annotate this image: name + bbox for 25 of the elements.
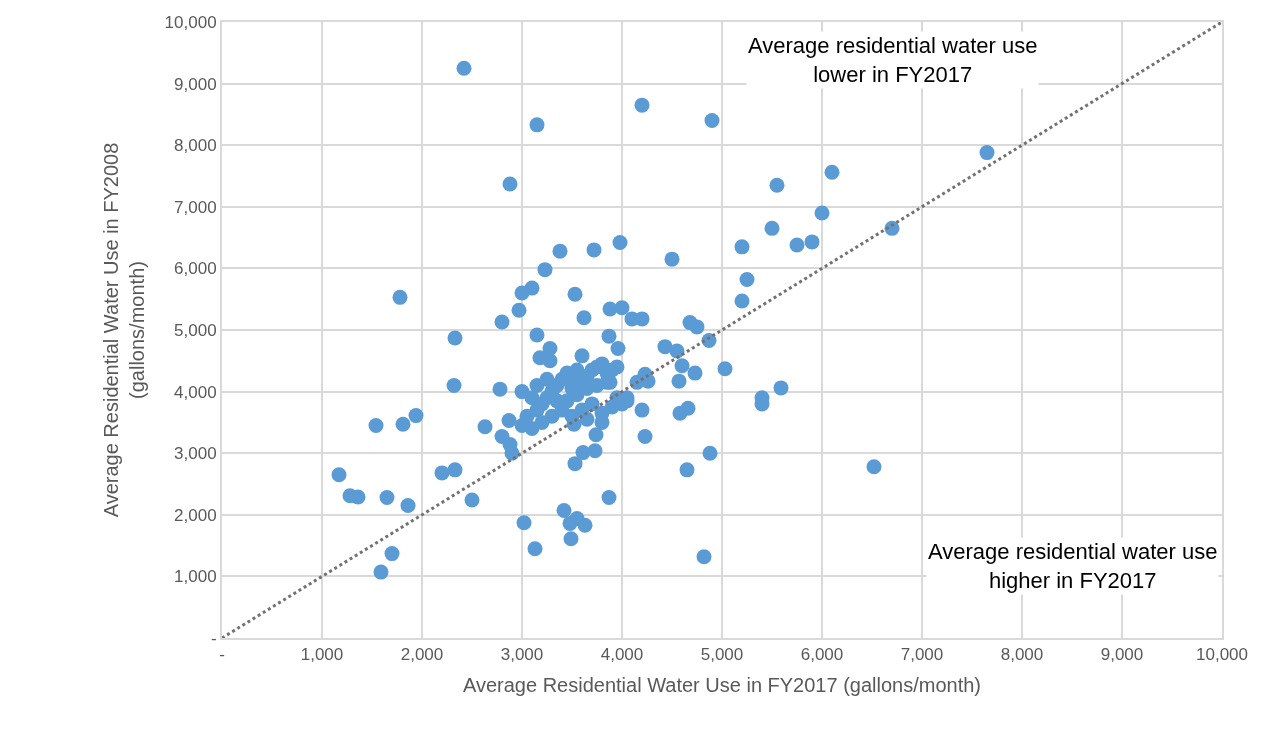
annotation: Average residential water use lower in FY2017 xyxy=(748,33,1038,87)
y-tick-label: 2,000 xyxy=(174,505,217,525)
x-tick-label: 8,000 xyxy=(1000,645,1044,665)
y-tick-label: 6,000 xyxy=(174,259,217,279)
y-tick-label: - xyxy=(210,628,217,648)
x-tick-label: 1,000 xyxy=(300,645,344,665)
y-tick-label: 7,000 xyxy=(174,197,217,217)
x-tick-label: 4,000 xyxy=(600,645,644,665)
y-tick-label: 9,000 xyxy=(174,74,217,94)
y-tick-label: 8,000 xyxy=(174,136,217,156)
x-tick-label: 2,000 xyxy=(400,645,444,665)
x-tick-label: 3,000 xyxy=(500,645,544,665)
y-tick-label: 5,000 xyxy=(174,320,217,340)
y-tick-label: 1,000 xyxy=(174,567,217,587)
x-tick-label: 6,000 xyxy=(800,645,844,665)
x-axis-title: Average Residential Water Use in FY2017 (gallons/month) xyxy=(462,674,982,697)
x-tick-label: 9,000 xyxy=(1100,645,1144,665)
y-tick-label: 10,000 xyxy=(164,12,217,32)
x-tick-label: 7,000 xyxy=(900,645,944,665)
x-tick-label: 10,000 xyxy=(1196,645,1248,665)
y-tick-label: 4,000 xyxy=(174,382,217,402)
x-tick-label: 5,000 xyxy=(700,645,744,665)
y-tick-label: 3,000 xyxy=(174,444,217,464)
annotation: Average residential water use higher in FY2017 xyxy=(928,539,1218,593)
y-axis-title: Average Residential Water Use in FY2008 (gallons/month) xyxy=(99,142,148,518)
